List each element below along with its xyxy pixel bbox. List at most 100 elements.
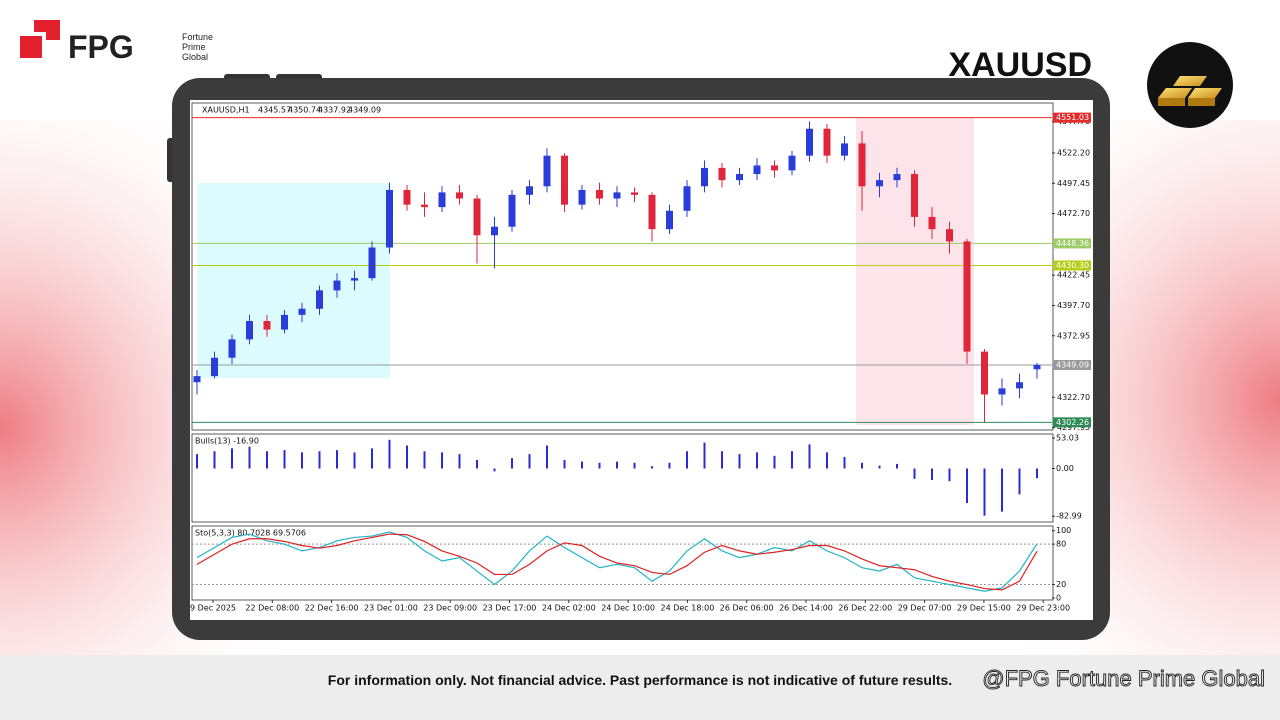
histogram-bar [196, 454, 198, 469]
footer-band [0, 655, 1280, 720]
histogram-bar [948, 468, 951, 482]
candle-body [508, 194, 516, 227]
y-tick-label: 0 [1056, 593, 1061, 602]
histogram-bar [476, 459, 478, 469]
candle-body [841, 143, 848, 156]
histogram-bar [1018, 468, 1021, 495]
x-tick-label: 9 Dec 2025 [190, 604, 236, 613]
histogram-bar [511, 458, 513, 469]
histogram-bar [651, 466, 653, 469]
symbol-title: XAUUSD [948, 46, 1092, 84]
candle-body [578, 189, 586, 205]
histogram-bar [581, 461, 583, 469]
y-tick-label: 80 [1056, 540, 1066, 549]
level-label: 4448.36 [1056, 239, 1089, 248]
candle-body [963, 241, 971, 352]
y-tick-label: 20 [1056, 580, 1066, 589]
x-tick-label: 26 Dec 06:00 [720, 604, 774, 613]
histogram-bar [563, 459, 566, 469]
y-tick-label: 4522.20 [1057, 148, 1090, 157]
gold-icon [1147, 42, 1233, 128]
candle-body [263, 321, 271, 330]
y-tick-label: 100 [1056, 526, 1071, 535]
histogram-bar [808, 444, 811, 469]
indicator-title: Sto(5,3,3) 80.7028 69.5706 [195, 529, 306, 538]
candle-body [998, 388, 1006, 395]
candle-body [1033, 364, 1041, 370]
x-tick-label: 23 Dec 17:00 [483, 604, 537, 613]
candle-body [543, 155, 551, 187]
y-tick-label: 0.00 [1056, 464, 1074, 473]
x-tick-label: 22 Dec 16:00 [305, 604, 359, 613]
x-tick-label: 23 Dec 01:00 [364, 604, 418, 613]
candle-body [823, 128, 831, 156]
histogram-bar [703, 442, 706, 469]
candle-body [928, 216, 936, 230]
ohlc-value: 4337.92 [318, 106, 351, 115]
stochastic-line [196, 533, 1038, 591]
y-tick-label: 4422.45 [1057, 271, 1090, 280]
ohlc-value: 4350.74 [288, 106, 321, 115]
candle-body [473, 198, 481, 236]
level-tag [1053, 417, 1091, 428]
histogram-bar [458, 454, 461, 469]
histogram-bar [633, 462, 636, 469]
candle-body [753, 165, 761, 175]
candle-body [1016, 382, 1023, 389]
histogram-bar [266, 451, 268, 469]
histogram-bar [406, 445, 408, 469]
histogram-bar [546, 445, 548, 469]
candle-body [456, 192, 463, 199]
watermark: @FPG Fortune Prime Global [982, 666, 1265, 691]
histogram-bar [301, 452, 303, 469]
histogram-bar [738, 454, 741, 469]
candle-body [876, 180, 883, 187]
candle-body [946, 229, 953, 242]
level-label: 4430.30 [1056, 261, 1089, 270]
y-tick-label: 4497.45 [1057, 179, 1090, 188]
candle-body [911, 174, 918, 217]
histogram-bar [388, 439, 391, 469]
histogram-bar [318, 451, 321, 469]
histogram-bar [668, 462, 671, 469]
histogram-bar [826, 452, 828, 469]
candle-body [596, 189, 603, 199]
y-tick-label: 4472.70 [1057, 209, 1090, 218]
x-tick-label: 26 Dec 22:00 [838, 604, 892, 613]
candle-body [526, 186, 533, 195]
histogram-bar [913, 468, 916, 479]
candle-body [193, 376, 201, 383]
histogram-bar [773, 455, 776, 469]
candle-body [648, 194, 656, 230]
x-tick-label: 26 Dec 14:00 [779, 604, 833, 613]
histogram-bar [966, 468, 968, 504]
histogram-bar [213, 451, 216, 469]
x-tick-label: 22 Dec 08:00 [245, 604, 299, 613]
candle-body [561, 155, 568, 205]
histogram-bar [791, 451, 793, 469]
histogram-bar [528, 454, 531, 469]
histogram-bar [756, 452, 758, 469]
x-tick-label: 29 Dec 15:00 [957, 604, 1011, 613]
histogram-bar [861, 462, 863, 469]
candle-body [333, 280, 341, 291]
candle-body [858, 143, 866, 187]
level-tag [1053, 112, 1091, 123]
candle-body [788, 155, 796, 171]
histogram-bar [371, 448, 373, 469]
tablet [167, 74, 1110, 640]
candle-body [351, 278, 358, 281]
x-tick-label: 24 Dec 02:00 [542, 604, 596, 613]
histogram-bar [423, 451, 426, 469]
x-tick-label: 29 Dec 23:00 [1016, 604, 1070, 613]
histogram-bar [983, 468, 986, 516]
histogram-bar [721, 451, 723, 469]
brand-sub: Prime [182, 42, 206, 52]
level-tag [1053, 260, 1091, 271]
candle-body [893, 174, 901, 181]
histogram-bar [283, 450, 286, 469]
x-tick-label: 23 Dec 09:00 [423, 604, 477, 613]
chart-title: XAUUSD,H1 [202, 106, 250, 115]
